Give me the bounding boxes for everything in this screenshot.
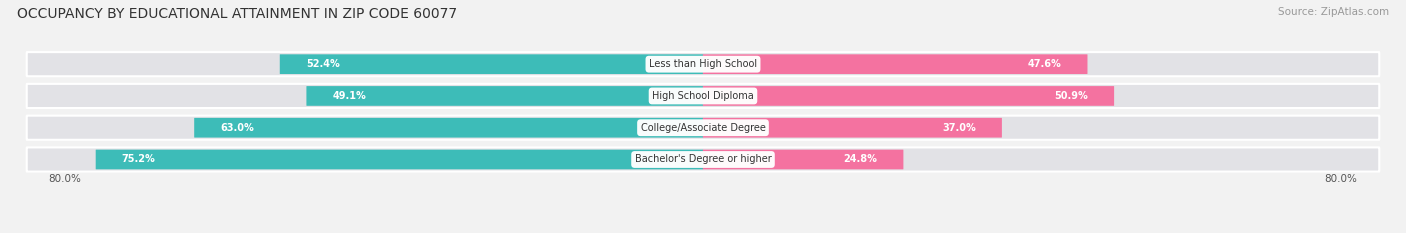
Legend: Owner-occupied, Renter-occupied: Owner-occupied, Renter-occupied xyxy=(588,231,818,233)
FancyBboxPatch shape xyxy=(96,150,703,169)
FancyBboxPatch shape xyxy=(27,147,1379,171)
FancyBboxPatch shape xyxy=(307,86,703,106)
Text: College/Associate Degree: College/Associate Degree xyxy=(641,123,765,133)
Text: 49.1%: 49.1% xyxy=(332,91,366,101)
Text: Bachelor's Degree or higher: Bachelor's Degree or higher xyxy=(634,154,772,164)
FancyBboxPatch shape xyxy=(703,118,1002,137)
FancyBboxPatch shape xyxy=(703,86,1114,106)
Text: 80.0%: 80.0% xyxy=(1324,174,1358,184)
Text: 52.4%: 52.4% xyxy=(305,59,339,69)
FancyBboxPatch shape xyxy=(27,84,1379,108)
FancyBboxPatch shape xyxy=(280,54,703,74)
Text: 63.0%: 63.0% xyxy=(221,123,254,133)
Text: 80.0%: 80.0% xyxy=(48,174,82,184)
Text: 37.0%: 37.0% xyxy=(942,123,976,133)
FancyBboxPatch shape xyxy=(703,54,1087,74)
Text: Source: ZipAtlas.com: Source: ZipAtlas.com xyxy=(1278,7,1389,17)
FancyBboxPatch shape xyxy=(27,52,1379,76)
Text: OCCUPANCY BY EDUCATIONAL ATTAINMENT IN ZIP CODE 60077: OCCUPANCY BY EDUCATIONAL ATTAINMENT IN Z… xyxy=(17,7,457,21)
Text: 50.9%: 50.9% xyxy=(1054,91,1088,101)
FancyBboxPatch shape xyxy=(703,150,904,169)
Text: Less than High School: Less than High School xyxy=(650,59,756,69)
FancyBboxPatch shape xyxy=(194,118,703,137)
FancyBboxPatch shape xyxy=(27,116,1379,140)
Text: High School Diploma: High School Diploma xyxy=(652,91,754,101)
Text: 75.2%: 75.2% xyxy=(122,154,156,164)
Text: 47.6%: 47.6% xyxy=(1028,59,1062,69)
Text: 24.8%: 24.8% xyxy=(844,154,877,164)
